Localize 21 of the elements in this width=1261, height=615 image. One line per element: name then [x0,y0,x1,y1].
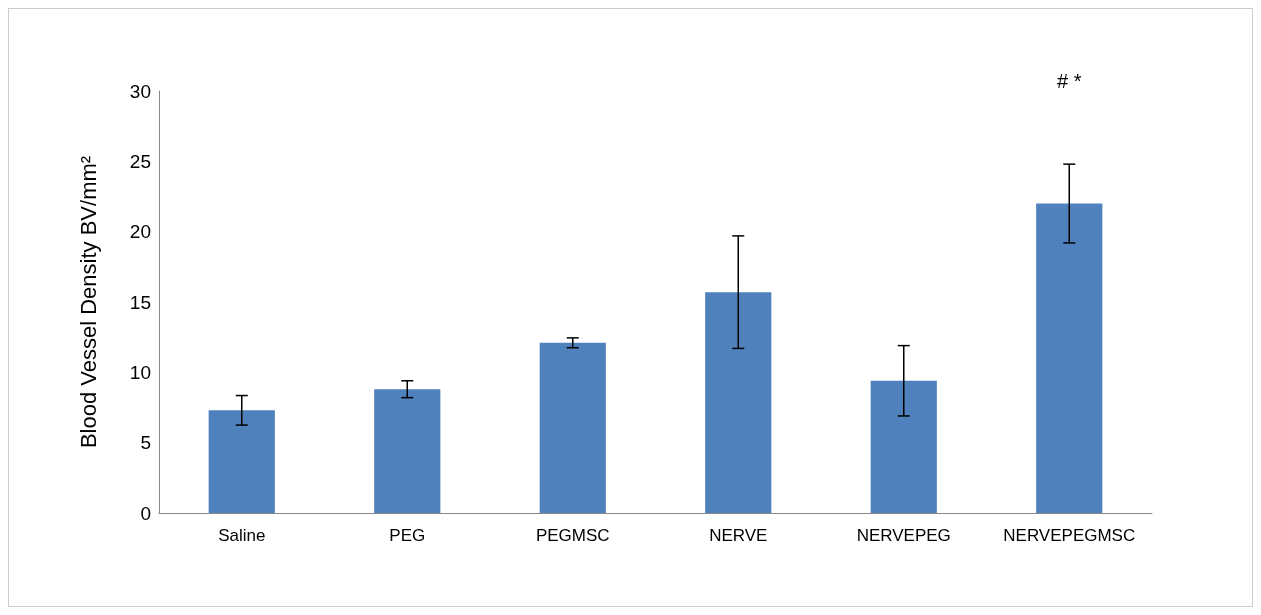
annotation: # * [1057,70,1082,92]
bar [705,292,772,513]
y-tick-label: 5 [140,432,151,454]
x-tick-label: PEGMSC [535,526,610,545]
x-tick-label: NERVEPEGMSC [1003,526,1136,545]
bar [374,389,441,513]
x-tick-label: NERVE [709,526,768,545]
bar [1036,203,1103,513]
bar [539,342,606,513]
y-axis-title: Blood Vessel Density BV/mm² [75,155,101,449]
x-tick-label: PEG [389,526,426,545]
y-tick-label: 20 [129,221,151,243]
bar [208,410,275,513]
x-tick-label: Saline [218,526,266,545]
bar [870,380,937,513]
x-tick-label: NERVEPEG [856,526,951,545]
y-tick-label: 0 [140,502,151,524]
y-tick-label: 25 [129,150,151,172]
y-tick-label: 15 [129,291,151,313]
y-tick-label: 30 [129,80,151,102]
y-tick-label: 10 [129,361,151,383]
